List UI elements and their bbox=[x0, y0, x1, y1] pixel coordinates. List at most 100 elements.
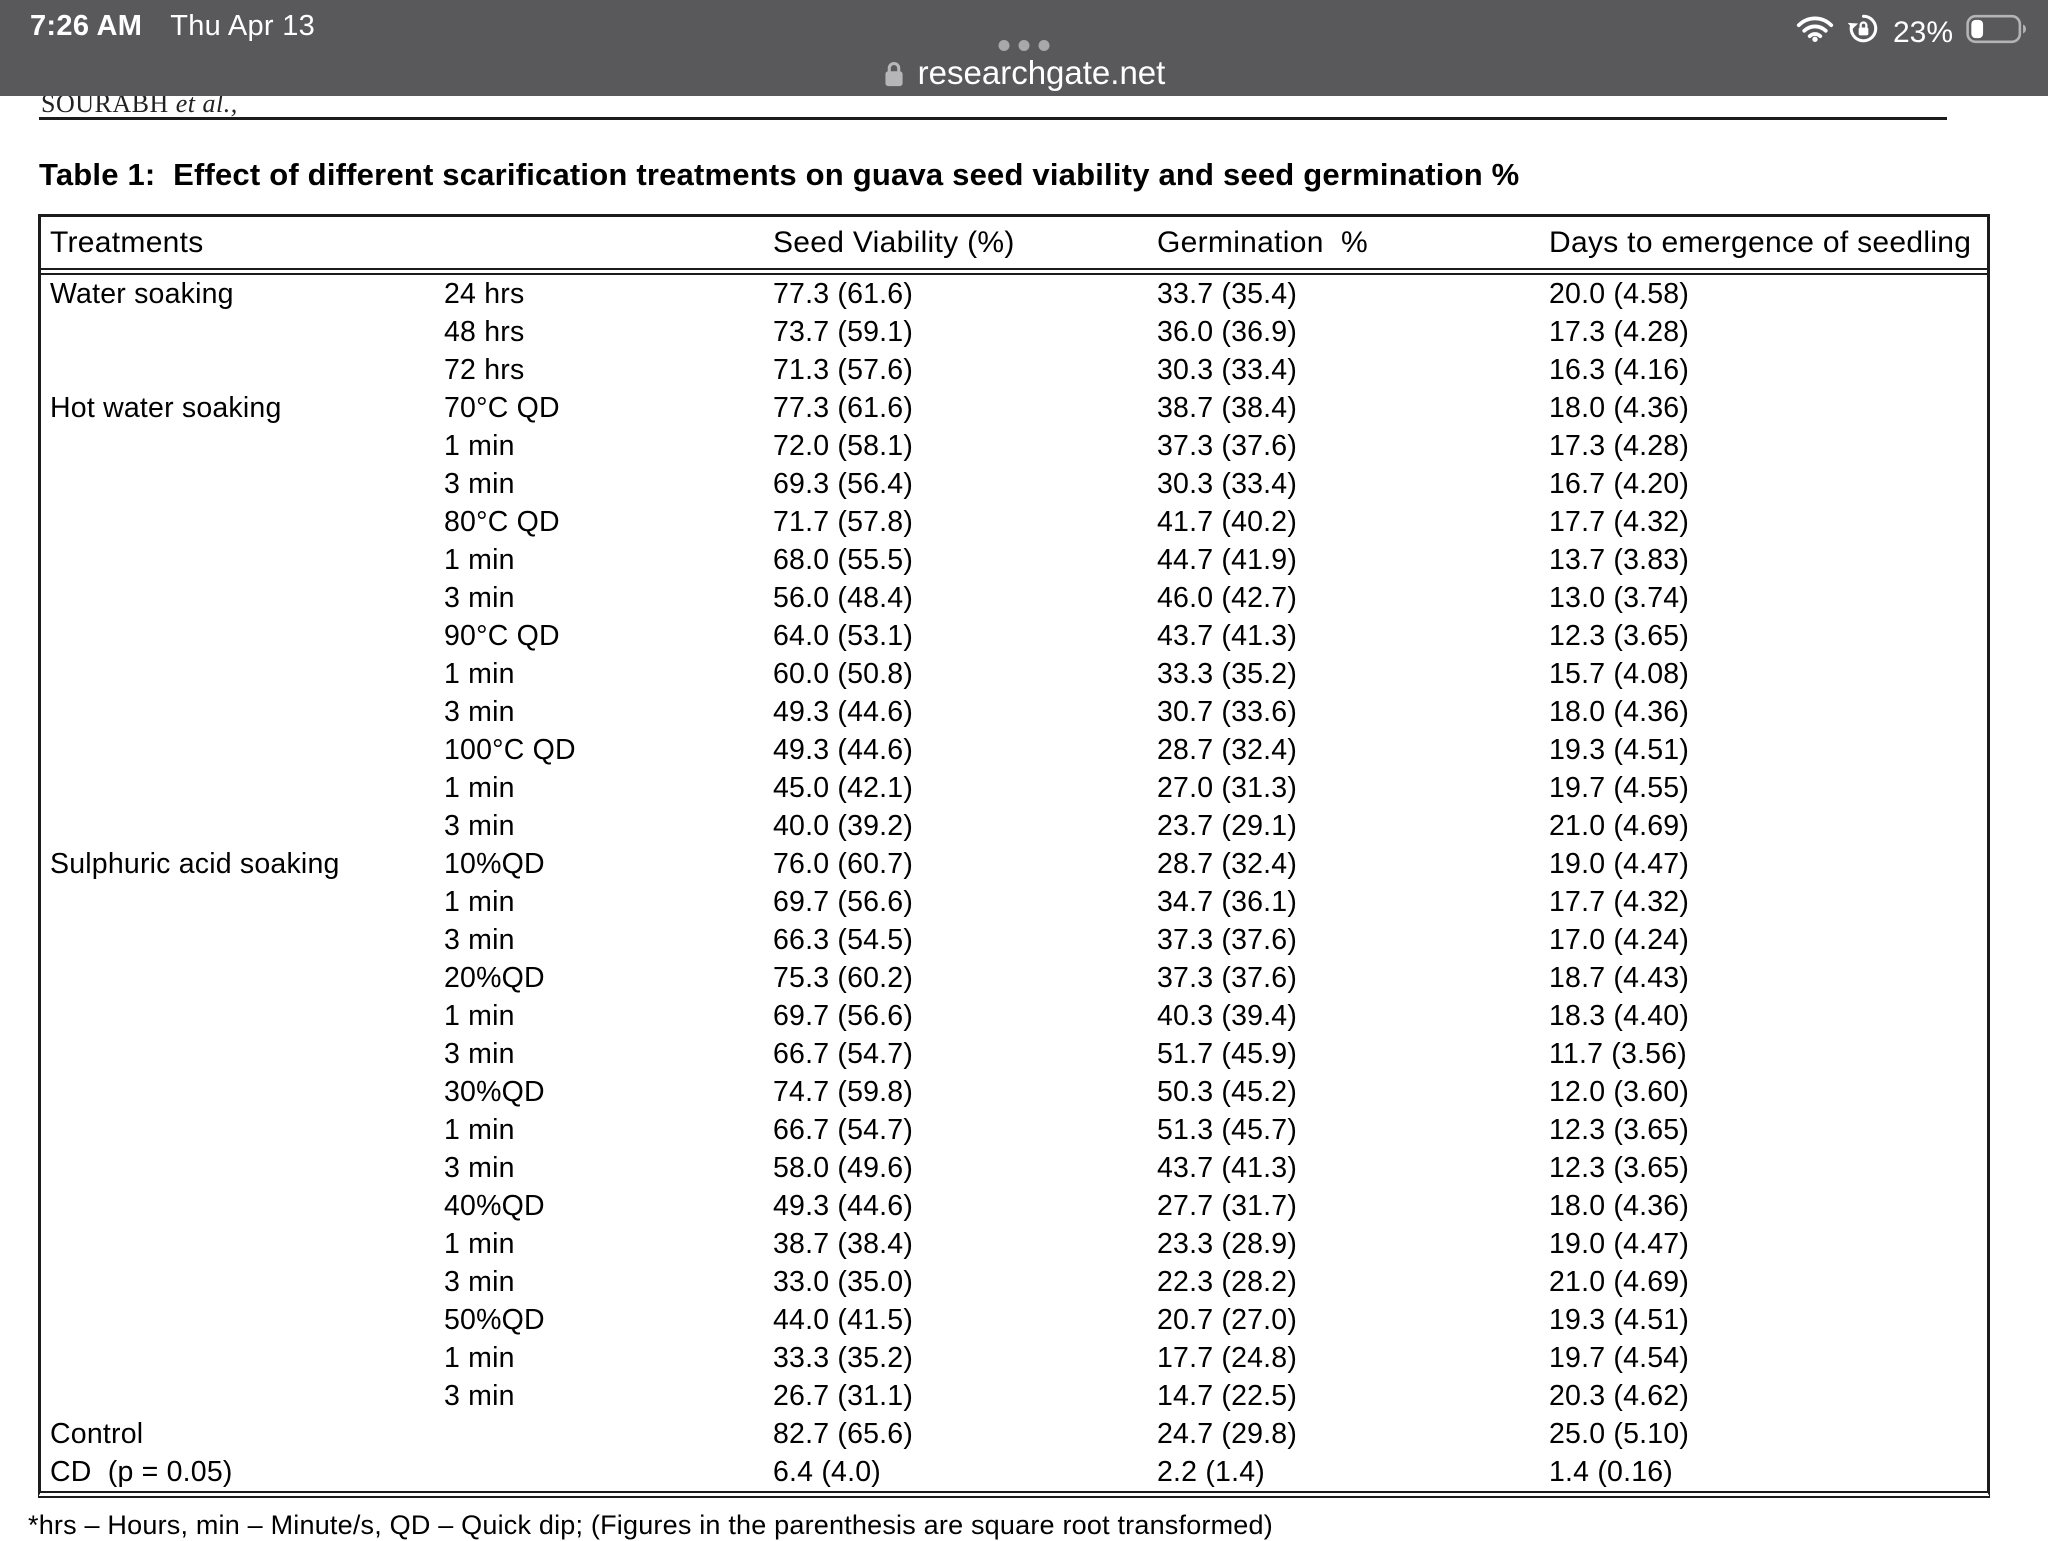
multitask-dots[interactable] bbox=[998, 40, 1050, 51]
table-cell-viability: 69.7 (56.6) bbox=[773, 999, 914, 1032]
running-head-authors: SOURABH bbox=[41, 96, 169, 118]
table-cell-germination: 24.7 (29.8) bbox=[1157, 1417, 1298, 1450]
table-cell-sub: 3 min bbox=[444, 581, 515, 614]
table-cell-days: 21.0 (4.69) bbox=[1549, 809, 1690, 842]
table-cell-viability: 40.0 (39.2) bbox=[773, 809, 914, 842]
table-cell-germination: 40.3 (39.4) bbox=[1157, 999, 1298, 1032]
table-cell-sub: 1 min bbox=[444, 1341, 515, 1374]
table-cell-days: 13.0 (3.74) bbox=[1549, 581, 1690, 614]
table-body: Water soaking 24 hrs 77.3 (61.6) 33.7 (35.4… bbox=[41, 275, 1987, 1491]
table-cell-days: 20.0 (4.58) bbox=[1549, 277, 1690, 310]
table-cell-germination: 33.7 (35.4) bbox=[1157, 277, 1298, 310]
table-cell-days: 18.7 (4.43) bbox=[1549, 961, 1690, 994]
table-cell-treatment: CD (p = 0.05) bbox=[50, 1455, 233, 1488]
table-cell-germination: 44.7 (41.9) bbox=[1157, 543, 1298, 576]
table-row: 3 min 26.7 (31.1) 14.7 (22.5) 20.3 (4.62) bbox=[41, 1377, 1987, 1415]
table-row: 30%QD 74.7 (59.8) 50.3 (45.2) 12.0 (3.60) bbox=[41, 1073, 1987, 1111]
table-cell-sub: 72 hrs bbox=[444, 353, 525, 386]
table-cell-days: 19.0 (4.47) bbox=[1549, 1227, 1690, 1260]
table-row: 1 min 69.7 (56.6) 40.3 (39.4) 18.3 (4.40) bbox=[41, 997, 1987, 1035]
table-cell-germination: 23.3 (28.9) bbox=[1157, 1227, 1298, 1260]
table-cell-sub: 3 min bbox=[444, 923, 515, 956]
table-cell-days: 19.3 (4.51) bbox=[1549, 1303, 1690, 1336]
table-cell-days: 17.3 (4.28) bbox=[1549, 315, 1690, 348]
table-cell-germination: 27.0 (31.3) bbox=[1157, 771, 1298, 804]
table-cell-sub: 20%QD bbox=[444, 961, 545, 994]
table-cell-germination: 22.3 (28.2) bbox=[1157, 1265, 1298, 1298]
table-cell-days: 19.3 (4.51) bbox=[1549, 733, 1690, 766]
table-row: 3 min 33.0 (35.0) 22.3 (28.2) 21.0 (4.69) bbox=[41, 1263, 1987, 1301]
table-row: 1 min 33.3 (35.2) 17.7 (24.8) 19.7 (4.54) bbox=[41, 1339, 1987, 1377]
table-cell-sub: 1 min bbox=[444, 1227, 515, 1260]
table-row: 1 min 68.0 (55.5) 44.7 (41.9) 13.7 (3.83) bbox=[41, 541, 1987, 579]
table-cell-germination: 37.3 (37.6) bbox=[1157, 429, 1298, 462]
table-cell-germination: 37.3 (37.6) bbox=[1157, 961, 1298, 994]
table-cell-viability: 60.0 (50.8) bbox=[773, 657, 914, 690]
col-header-treatments: Treatments bbox=[50, 225, 204, 259]
table-cell-germination: 37.3 (37.6) bbox=[1157, 923, 1298, 956]
table-cell-days: 17.0 (4.24) bbox=[1549, 923, 1690, 956]
table-cell-viability: 49.3 (44.6) bbox=[773, 1189, 914, 1222]
table-cell-treatment: Control bbox=[50, 1417, 144, 1450]
table-header-row: Treatments Seed Viability (%) Germinatio… bbox=[41, 217, 1987, 275]
table-cell-viability: 72.0 (58.1) bbox=[773, 429, 914, 462]
col-header-seed-viability: Seed Viability (%) bbox=[773, 225, 1015, 259]
table-cell-days: 1.4 (0.16) bbox=[1549, 1455, 1673, 1488]
address-bar[interactable]: researchgate.net bbox=[0, 50, 2048, 96]
header-rule bbox=[39, 117, 1947, 120]
table-cell-sub: 1 min bbox=[444, 885, 515, 918]
orientation-lock-icon bbox=[1847, 12, 1880, 53]
table-cell-treatment: Hot water soaking bbox=[50, 391, 282, 424]
table-cell-germination: 41.7 (40.2) bbox=[1157, 505, 1298, 538]
table-row: 50%QD 44.0 (41.5) 20.7 (27.0) 19.3 (4.51) bbox=[41, 1301, 1987, 1339]
table-cell-sub: 50%QD bbox=[444, 1303, 545, 1336]
table-row: Water soaking 24 hrs 77.3 (61.6) 33.7 (35.4… bbox=[41, 275, 1987, 313]
table-cell-days: 12.3 (3.65) bbox=[1549, 1113, 1690, 1146]
table-cell-viability: 49.3 (44.6) bbox=[773, 695, 914, 728]
table-row: Hot water soaking 70°C QD 77.3 (61.6) 38.7 … bbox=[41, 389, 1987, 427]
table-row: CD (p = 0.05) 6.4 (4.0) 2.2 (1.4) 1.4 (0.16… bbox=[41, 1453, 1987, 1491]
table-cell-viability: 44.0 (41.5) bbox=[773, 1303, 914, 1336]
table-cell-germination: 28.7 (32.4) bbox=[1157, 733, 1298, 766]
table-cell-germination: 23.7 (29.1) bbox=[1157, 809, 1298, 842]
table-cell-sub: 1 min bbox=[444, 429, 515, 462]
table-cell-germination: 30.7 (33.6) bbox=[1157, 695, 1298, 728]
table-cell-germination: 28.7 (32.4) bbox=[1157, 847, 1298, 880]
table-cell-days: 16.3 (4.16) bbox=[1549, 353, 1690, 386]
table-cell-days: 13.7 (3.83) bbox=[1549, 543, 1690, 576]
battery-icon bbox=[1966, 14, 2030, 52]
date: Thu Apr 13 bbox=[170, 10, 316, 42]
table-cell-viability: 66.3 (54.5) bbox=[773, 923, 914, 956]
table-cell-days: 12.3 (3.65) bbox=[1549, 1151, 1690, 1184]
table-cell-germination: 51.7 (45.9) bbox=[1157, 1037, 1298, 1070]
table-row: 40%QD 49.3 (44.6) 27.7 (31.7) 18.0 (4.36) bbox=[41, 1187, 1987, 1225]
table-cell-viability: 82.7 (65.6) bbox=[773, 1417, 914, 1450]
table-cell-germination: 43.7 (41.3) bbox=[1157, 619, 1298, 652]
table-cell-viability: 77.3 (61.6) bbox=[773, 277, 914, 310]
table-cell-days: 11.7 (3.56) bbox=[1549, 1037, 1687, 1070]
table-cell-days: 19.7 (4.54) bbox=[1549, 1341, 1690, 1374]
table-cell-germination: 27.7 (31.7) bbox=[1157, 1189, 1298, 1222]
table-cell-germination: 38.7 (38.4) bbox=[1157, 391, 1298, 424]
table-cell-sub: 1 min bbox=[444, 1113, 515, 1146]
table-cell-sub: 40%QD bbox=[444, 1189, 545, 1222]
table-cell-days: 21.0 (4.69) bbox=[1549, 1265, 1690, 1298]
table-cell-viability: 56.0 (48.4) bbox=[773, 581, 914, 614]
table-cell-sub: 80°C QD bbox=[444, 505, 560, 538]
table-cell-viability: 66.7 (54.7) bbox=[773, 1113, 914, 1146]
table-row: 3 min 49.3 (44.6) 30.7 (33.6) 18.0 (4.36) bbox=[41, 693, 1987, 731]
table-row: Sulphuric acid soaking 10%QD 76.0 (60.7) 28… bbox=[41, 845, 1987, 883]
table-cell-sub: 48 hrs bbox=[444, 315, 525, 348]
table-row: 3 min 66.3 (54.5) 37.3 (37.6) 17.0 (4.24) bbox=[41, 921, 1987, 959]
statusbar: 7:26 AM Thu Apr 13 researchgate.net bbox=[0, 0, 2048, 96]
table-row: 3 min 58.0 (49.6) 43.7 (41.3) 12.3 (3.65) bbox=[41, 1149, 1987, 1187]
table-cell-days: 17.7 (4.32) bbox=[1549, 885, 1690, 918]
table-cell-germination: 2.2 (1.4) bbox=[1157, 1455, 1265, 1488]
dot-icon bbox=[1038, 40, 1050, 51]
table-cell-days: 25.0 (5.10) bbox=[1549, 1417, 1690, 1450]
table-cell-days: 15.7 (4.08) bbox=[1549, 657, 1690, 690]
battery-percent: 23% bbox=[1892, 15, 1953, 49]
table-cell-sub: 1 min bbox=[444, 657, 515, 690]
table-row: 1 min 45.0 (42.1) 27.0 (31.3) 19.7 (4.55) bbox=[41, 769, 1987, 807]
table-cell-sub: 3 min bbox=[444, 1037, 515, 1070]
